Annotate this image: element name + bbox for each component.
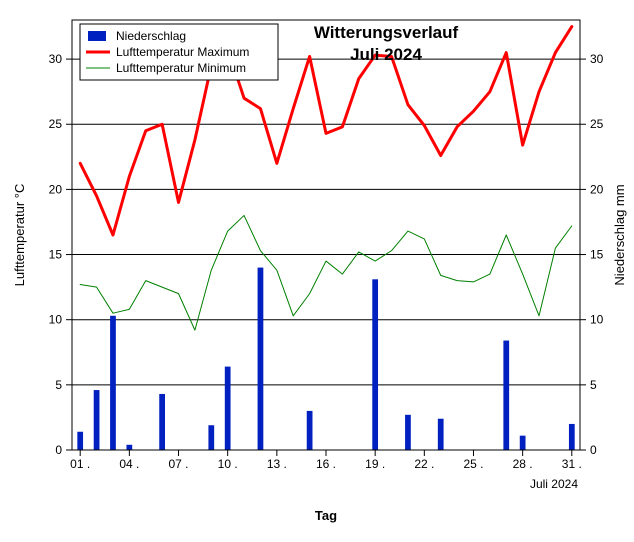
precip-bar xyxy=(110,316,116,450)
chart-title-1: Witterungsverlauf xyxy=(314,23,459,42)
x-tick-label: 28 . xyxy=(513,457,533,471)
x-tick-label: 10 . xyxy=(218,457,238,471)
precip-bar xyxy=(94,390,100,450)
y-left-tick-label: 0 xyxy=(55,443,62,457)
y-right-tick-label: 0 xyxy=(590,443,597,457)
legend-label: Niederschlag xyxy=(116,29,186,43)
x-tick-label: 22 . xyxy=(414,457,434,471)
chart-title-2: Juli 2024 xyxy=(350,45,422,64)
precip-bar xyxy=(208,425,214,450)
weather-chart: 01 . 04 . 07 . 10 . 13 . 16 . 19 . 22 . 25 . 28 .… xyxy=(0,0,634,542)
x-sublabel: Juli 2024 xyxy=(530,477,578,491)
y-right-tick-label: 25 xyxy=(590,117,604,131)
precip-bar xyxy=(126,445,132,450)
y-left-tick-label: 5 xyxy=(55,378,62,392)
precip-bar xyxy=(77,432,83,450)
precip-bar xyxy=(503,341,509,450)
y-right-tick-label: 15 xyxy=(590,248,604,262)
y-left-axis-label: Lufttemperatur °C xyxy=(12,184,27,287)
x-axis-label: Tag xyxy=(315,508,337,523)
precip-bar xyxy=(405,415,411,450)
y-right-tick-label: 20 xyxy=(590,182,604,196)
y-right-tick-label: 5 xyxy=(590,378,597,392)
y-left-tick-label: 10 xyxy=(49,313,63,327)
precip-bar xyxy=(372,279,378,450)
precip-bar xyxy=(569,424,575,450)
y-left-tick-label: 25 xyxy=(49,117,63,131)
y-right-axis-label: Niederschlag mm xyxy=(612,184,627,285)
precip-bar xyxy=(258,268,264,450)
x-tick-label: 04 . xyxy=(119,457,139,471)
legend-swatch-bar xyxy=(88,31,106,41)
x-tick-label: 07 . xyxy=(169,457,189,471)
x-tick-label: 13 . xyxy=(267,457,287,471)
precip-bar xyxy=(307,411,313,450)
precip-bar xyxy=(225,367,231,450)
precip-bar xyxy=(520,436,526,450)
x-tick-label: 25 . xyxy=(463,457,483,471)
x-tick-label: 31 . xyxy=(562,457,582,471)
y-left-tick-label: 30 xyxy=(49,52,63,66)
y-left-tick-label: 20 xyxy=(49,182,63,196)
precip-bar xyxy=(438,419,444,450)
y-left-tick-label: 15 xyxy=(49,248,63,262)
x-tick-label: 19 . xyxy=(365,457,385,471)
y-right-tick-label: 30 xyxy=(590,52,604,66)
legend-label: Lufttemperatur Maximum xyxy=(116,45,249,59)
precip-bar xyxy=(159,394,165,450)
x-tick-label: 01 . xyxy=(70,457,90,471)
y-right-tick-label: 10 xyxy=(590,313,604,327)
legend-label: Lufttemperatur Minimum xyxy=(116,61,246,75)
x-tick-label: 16 . xyxy=(316,457,336,471)
